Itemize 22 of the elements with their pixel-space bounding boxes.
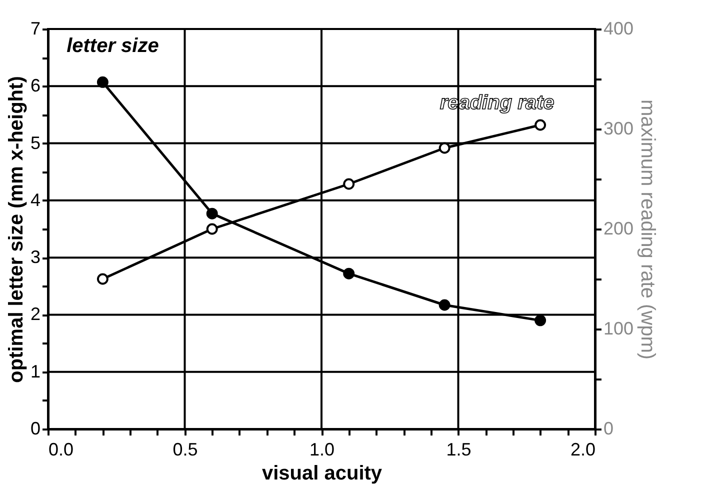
series-label: letter size — [66, 35, 159, 58]
y-tick-label: 5 — [30, 132, 40, 153]
x-tick-label: 1.5 — [446, 440, 472, 460]
y-tick-label: 3 — [30, 247, 40, 268]
x-tick-label: 0.5 — [172, 440, 198, 460]
y-tick-label: 0 — [30, 418, 40, 438]
y-tick-label: 7 — [30, 18, 40, 38]
y2-tick-label: 400 — [604, 18, 634, 38]
y2-tick-label: 200 — [604, 218, 634, 238]
x-tick-label: 2.0 — [570, 440, 596, 460]
y-tick-label: 6 — [30, 76, 40, 96]
y-tick-label: 4 — [30, 190, 40, 210]
y2-tick-label: 300 — [604, 118, 634, 138]
x-tick-label: 1.0 — [309, 440, 335, 460]
y2-tick-label: 0 — [604, 418, 614, 438]
y-axis-title: optimal letter size (mm x-height) — [5, 76, 28, 383]
x-tick-label: 0.0 — [48, 440, 74, 460]
y-tick-label: 2 — [30, 304, 40, 324]
y-tick-label: 1 — [30, 361, 40, 382]
y2-axis-title: maximum reading rate (wpm) — [636, 99, 659, 360]
y2-tick-label: 100 — [604, 318, 634, 338]
x-axis-title: visual acuity — [262, 462, 383, 484]
